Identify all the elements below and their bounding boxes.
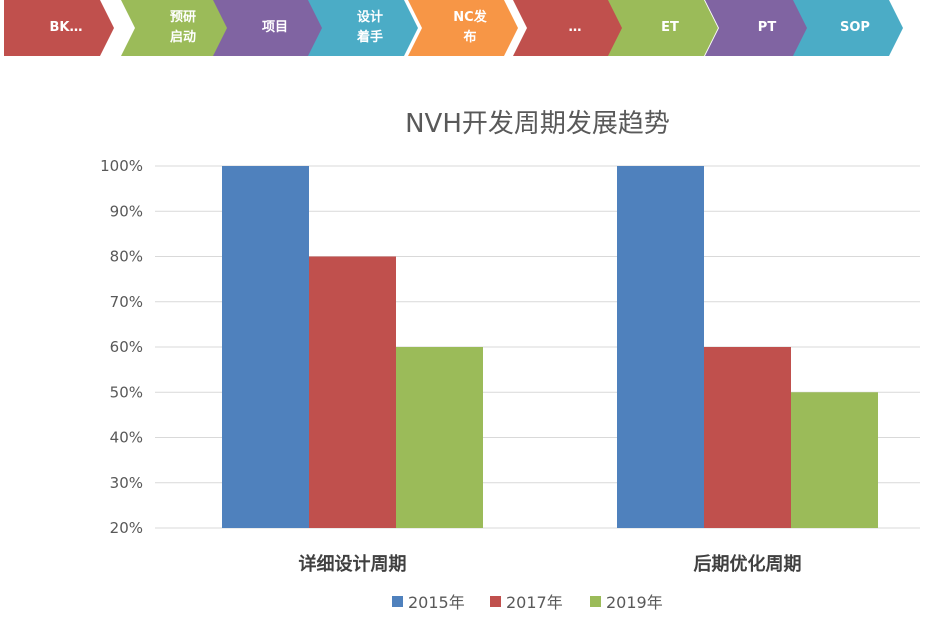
process-step-label: 项目	[261, 20, 288, 35]
process-step-label: 设计 着手	[356, 10, 383, 45]
process-flow-bar: BK… 预研 启动 项目 设计 着手 NC发 布 … ET PT SOP	[0, 0, 932, 56]
process-step-label: BK…	[49, 20, 83, 35]
process-step: ET	[608, 0, 718, 56]
bar-2-1	[309, 256, 396, 528]
legend-swatch	[590, 596, 601, 607]
y-tick-label: 50%	[110, 383, 143, 401]
process-step: …	[513, 0, 623, 56]
y-tick-label: 40%	[110, 429, 143, 447]
y-tick-label: 90%	[110, 202, 143, 220]
x-category-label: 后期优化周期	[694, 553, 802, 575]
process-step: PT	[705, 0, 815, 56]
process-step: BK…	[4, 0, 114, 56]
bar-1-2	[617, 166, 704, 528]
x-category-label: 详细设计周期	[299, 553, 407, 575]
process-step: 项目	[213, 0, 323, 56]
process-step: SOP	[793, 0, 903, 56]
process-step-label: SOP	[840, 20, 870, 35]
process-step: 设计 着手	[308, 0, 418, 56]
process-step: NC发 布	[408, 0, 518, 56]
process-step-label: PT	[757, 20, 777, 35]
legend-label: 2019年	[606, 593, 663, 612]
process-step-label: NC发 布	[453, 10, 487, 45]
y-tick-label: 100%	[100, 157, 143, 175]
bar-3-2	[791, 392, 878, 528]
process-step-label: …	[568, 20, 582, 35]
bar-1-1	[222, 166, 309, 528]
y-tick-label: 20%	[110, 519, 143, 537]
y-tick-label: 30%	[110, 474, 143, 492]
legend-label: 2017年	[506, 593, 563, 612]
process-step-label: 预研 启动	[169, 10, 196, 45]
nvh-development-cycle-chart: NVH开发周期发展趋势 20% 30% 40% 50% 60% 70% 80% 90% 100% 详…	[100, 109, 920, 612]
y-tick-label: 60%	[110, 338, 143, 356]
legend-swatch	[490, 596, 501, 607]
process-step: 预研 启动	[121, 0, 231, 56]
process-step-label: ET	[661, 20, 679, 35]
legend-swatch	[392, 596, 403, 607]
bar-2-2	[704, 347, 791, 528]
bar-3-1	[396, 347, 483, 528]
y-tick-label: 80%	[110, 248, 143, 266]
y-tick-label: 70%	[110, 293, 143, 311]
chart-title: NVH开发周期发展趋势	[405, 109, 670, 139]
legend-label: 2015年	[408, 593, 465, 612]
